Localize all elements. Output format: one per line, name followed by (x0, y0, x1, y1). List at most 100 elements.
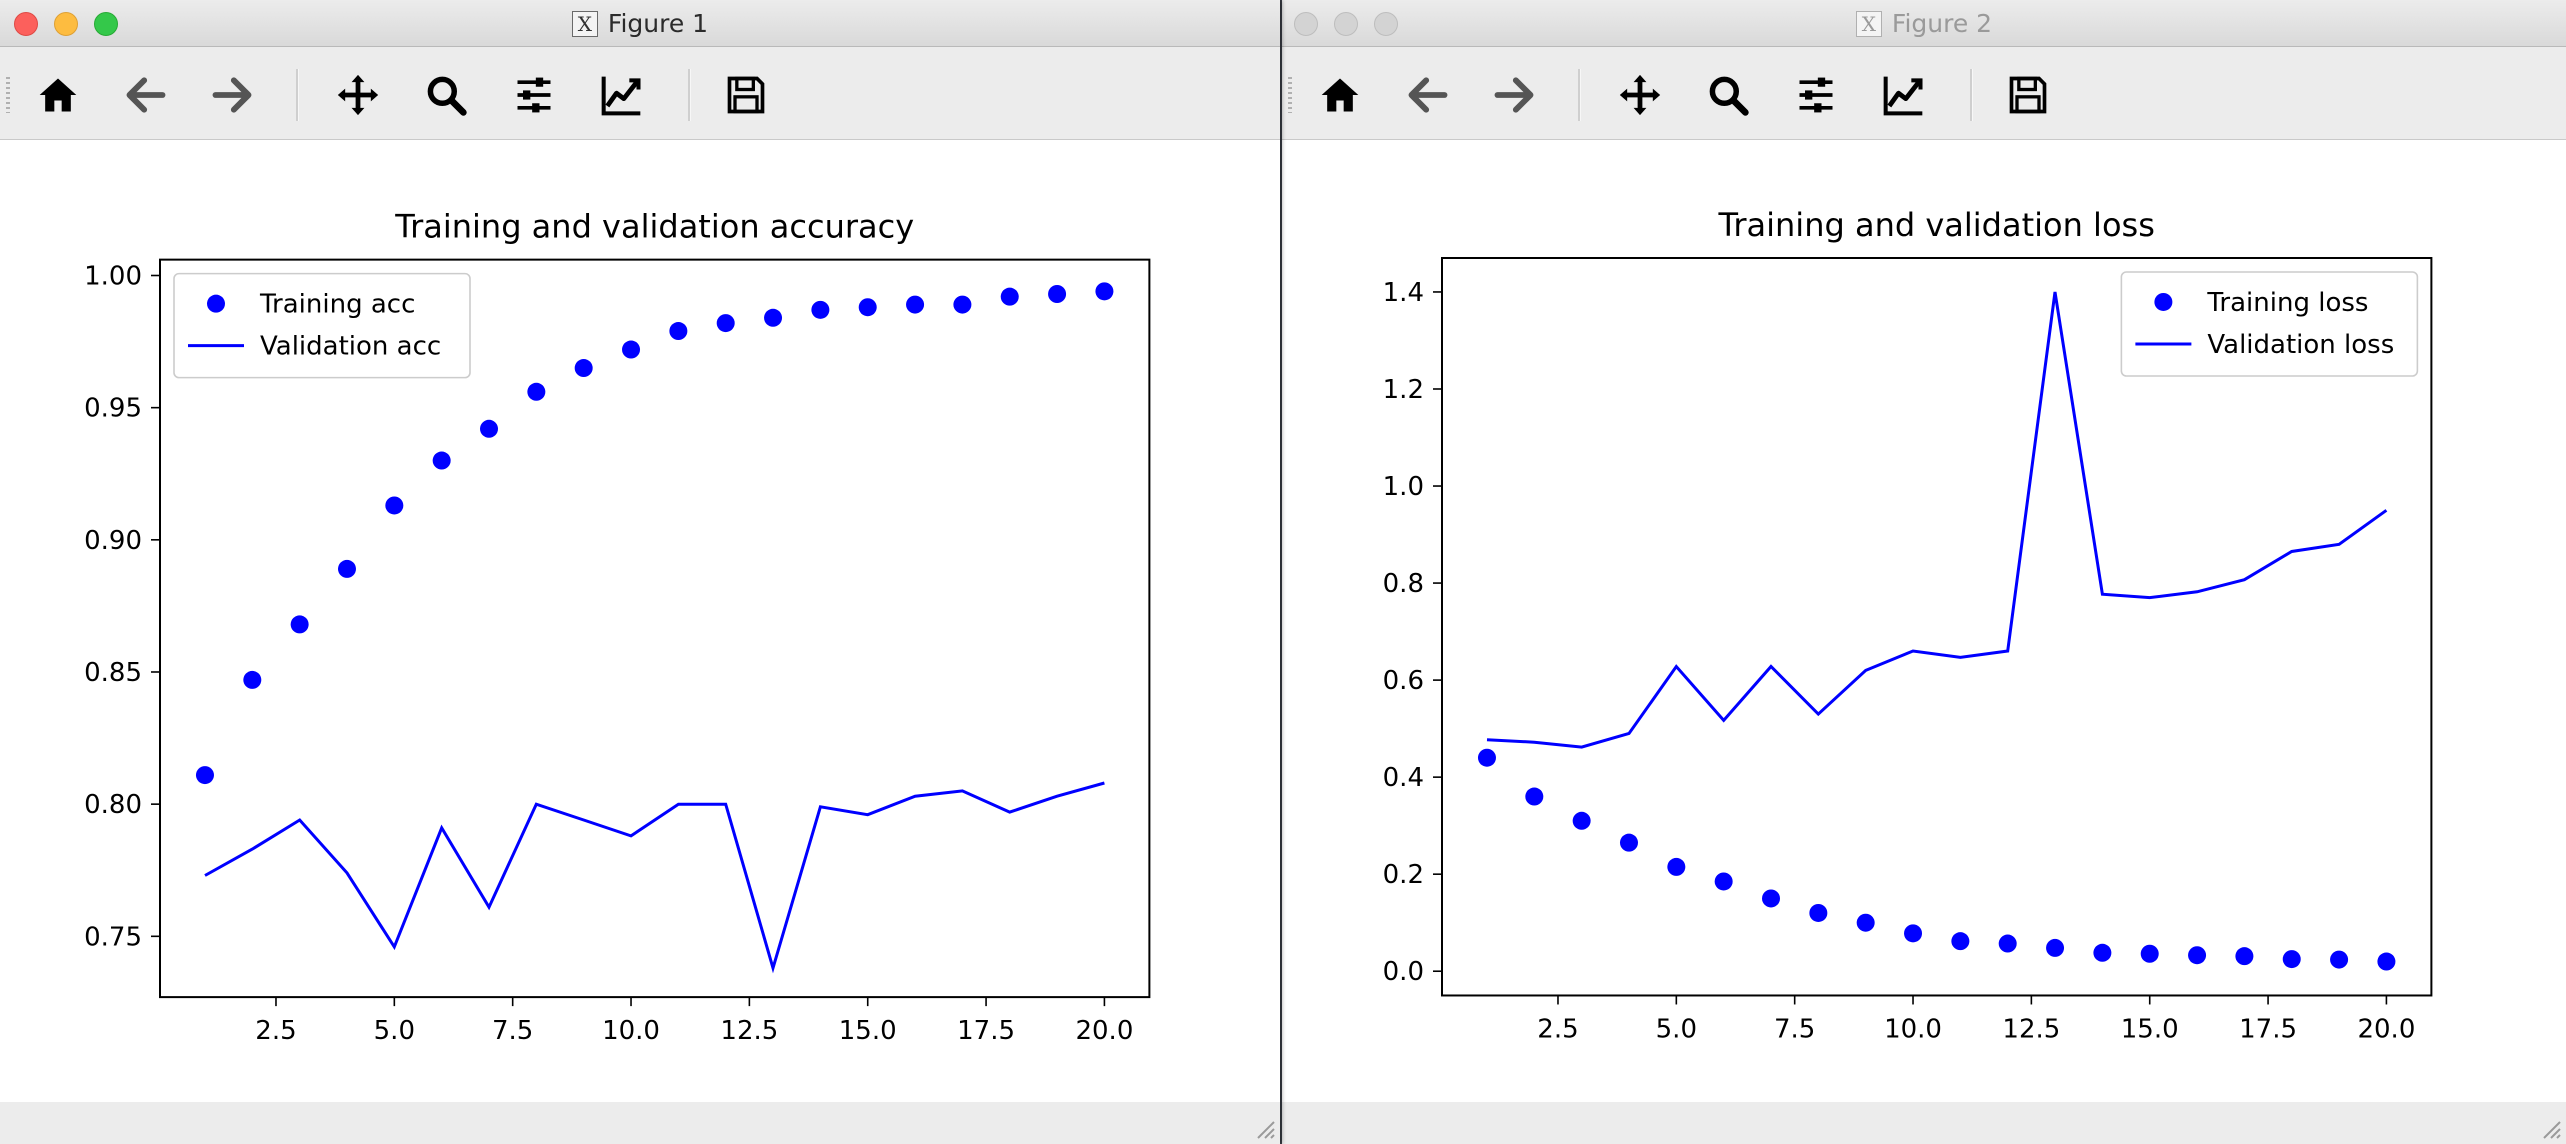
legend-label: Training loss (2206, 288, 2368, 318)
sliders-icon (1799, 77, 1833, 113)
training-acc-point (1000, 287, 1019, 306)
sliders-icon (517, 77, 551, 113)
training-acc-point (574, 359, 593, 378)
toolbar-grip[interactable] (6, 77, 10, 113)
move-icon (1619, 74, 1661, 116)
x-tick-label: 20.0 (2357, 1014, 2415, 1044)
x-tick-label: 15.0 (839, 1016, 897, 1046)
window-title: Figure 2 (1891, 9, 1993, 38)
title-bar[interactable]: X Figure 2 (1282, 0, 2566, 47)
maximize-window-button[interactable] (1374, 12, 1398, 36)
training-loss-point (1809, 903, 1828, 922)
training-loss-point (1904, 924, 1923, 943)
edit-axis-button[interactable] (594, 67, 650, 123)
y-tick-label: 1.4 (1383, 278, 1424, 308)
configure-subplots-button[interactable] (1788, 67, 1844, 123)
training-loss-point (1525, 787, 1544, 806)
line-chart-icon (1883, 76, 1923, 116)
legend-label: Training acc (259, 290, 415, 320)
legend-dot-swatch (2154, 292, 2173, 311)
title-bar[interactable]: X Figure 1 (0, 0, 1280, 47)
accuracy-chart: Training and validation accuracy 2.5 5.0 7.… (84, 208, 1151, 1046)
y-tick-label: 1.00 (84, 261, 142, 291)
status-bar (0, 1102, 1280, 1144)
floppy-disk-icon (2009, 76, 2047, 114)
loss-chart: Training and validation loss 2.5 5.0 7.5 10.… (1383, 206, 2433, 1044)
zoom-button[interactable] (418, 67, 474, 123)
training-acc-point (764, 308, 783, 327)
back-button[interactable] (1400, 67, 1456, 123)
validation-loss-line (1486, 291, 2388, 749)
y-tick-label: 0.2 (1383, 860, 1424, 890)
home-icon (1321, 78, 1359, 112)
maximize-window-button[interactable] (94, 12, 118, 36)
home-button[interactable] (30, 67, 86, 123)
minimize-window-button[interactable] (1334, 12, 1358, 36)
plot-frame (159, 258, 1151, 999)
y-tick-label: 0.6 (1383, 666, 1424, 696)
close-window-button[interactable] (14, 12, 38, 36)
arrow-left-icon (1408, 77, 1448, 113)
training-acc-point (1048, 284, 1067, 303)
edit-axis-button[interactable] (1876, 67, 1932, 123)
training-loss-point (2093, 943, 2112, 962)
training-acc-point (337, 559, 356, 578)
x-tick-label: 2.5 (1537, 1014, 1578, 1044)
training-loss-point (1856, 913, 1875, 932)
zoom-button[interactable] (1700, 67, 1756, 123)
magnifier-icon (1709, 76, 1749, 116)
legend-label: Validation loss (2207, 330, 2394, 360)
y-tick-label: 1.2 (1383, 375, 1424, 405)
x11-app-icon: X (571, 10, 598, 37)
legend-box (173, 272, 471, 379)
resize-grip-icon[interactable] (1250, 1114, 1276, 1140)
pan-button[interactable] (330, 67, 386, 123)
close-window-button[interactable] (1294, 12, 1318, 36)
back-button[interactable] (118, 67, 174, 123)
toolbar-separator (296, 69, 299, 121)
training-loss-point (2377, 952, 2396, 971)
x-tick-label: 15.0 (2121, 1014, 2179, 1044)
resize-grip-icon[interactable] (2536, 1114, 2562, 1140)
training-loss-point (2330, 950, 2349, 969)
toolbar-grip[interactable] (1288, 77, 1292, 113)
save-button[interactable] (718, 67, 774, 123)
plot-frame (1441, 256, 2433, 997)
y-tick-label: 0.95 (84, 394, 142, 424)
forward-button[interactable] (204, 67, 260, 123)
chart-title: Training and validation loss (1718, 206, 2155, 244)
y-tick-label: 1.0 (1383, 472, 1424, 502)
validation-acc-line (204, 781, 1105, 974)
x-tick-label: 20.0 (1075, 1016, 1133, 1046)
home-icon (39, 78, 77, 112)
configure-subplots-button[interactable] (506, 67, 562, 123)
arrow-right-icon (1494, 77, 1534, 113)
training-loss-point (2235, 947, 2254, 966)
training-acc-point (811, 300, 830, 319)
training-loss-point (2188, 946, 2207, 965)
toolbar-separator (1970, 69, 1973, 121)
training-acc-point (527, 382, 546, 401)
x-tick-label: 12.5 (720, 1016, 778, 1046)
training-loss-point (2046, 938, 2065, 957)
x-tick-label: 5.0 (1656, 1014, 1697, 1044)
training-acc-point (290, 615, 309, 634)
legend: Training acc Validation acc (173, 272, 471, 379)
minimize-window-button[interactable] (54, 12, 78, 36)
floppy-disk-icon (727, 76, 765, 114)
move-icon (337, 74, 379, 116)
figure-canvas[interactable]: Training and validation loss 2.5 5.0 7.5 10.… (1282, 140, 2566, 1102)
training-acc-point (622, 340, 641, 359)
save-button[interactable] (2000, 67, 2056, 123)
x-tick-label: 7.5 (492, 1016, 533, 1046)
training-loss-point (2282, 950, 2301, 969)
training-acc-point (243, 670, 262, 689)
training-loss-point (2140, 944, 2159, 963)
pan-button[interactable] (1612, 67, 1668, 123)
home-button[interactable] (1312, 67, 1368, 123)
y-tick-label: 0.8 (1383, 569, 1424, 599)
figure-canvas[interactable]: Training and validation accuracy 2.5 5.0 7.… (0, 140, 1280, 1102)
forward-button[interactable] (1486, 67, 1542, 123)
training-acc-point (858, 298, 877, 317)
y-tick-label: 0.0 (1383, 957, 1424, 987)
